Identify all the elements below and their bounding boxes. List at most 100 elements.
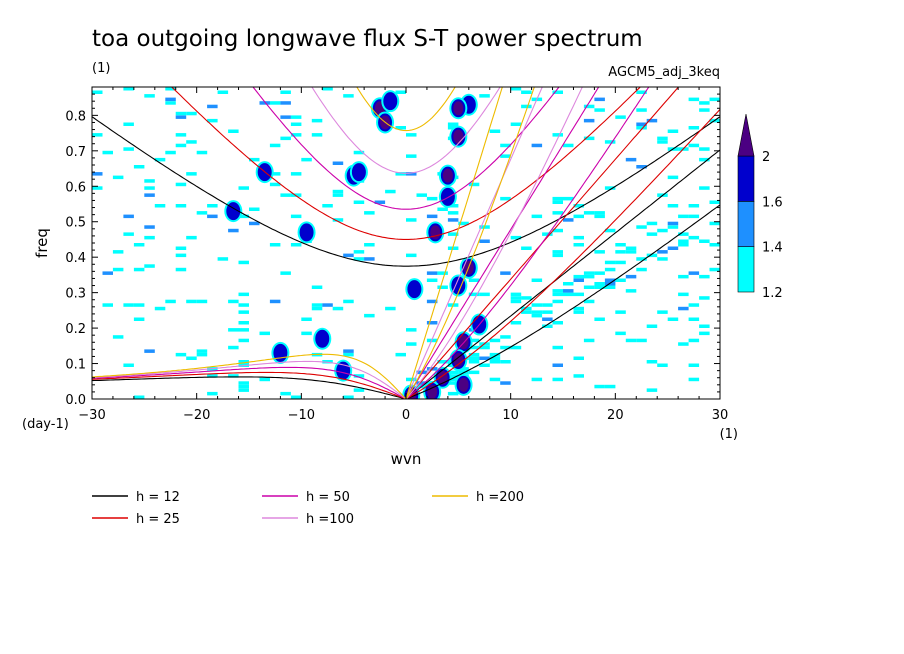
dispersion-curve — [252, 87, 560, 210]
spectrum-cell — [144, 349, 155, 353]
spectrum-cell — [489, 360, 501, 364]
spectrum-cell — [678, 306, 689, 311]
spectrum-cell — [207, 391, 218, 396]
spectrum-cell — [447, 246, 459, 250]
spectrum-cell — [353, 150, 365, 155]
spectrum-cell — [458, 221, 469, 226]
spectrum-cell — [406, 133, 417, 137]
spectrum-cell — [280, 101, 291, 105]
spectrum-cell — [667, 204, 679, 208]
spectrum-cell — [311, 306, 323, 311]
spectrum-cell — [646, 388, 658, 392]
chart-subtitle-left: (1) — [92, 61, 110, 76]
spectrum-cell — [688, 143, 700, 148]
spectrum-cell — [636, 126, 647, 130]
spectrum-cell — [594, 108, 605, 112]
spectrum-cell — [426, 321, 438, 325]
spectrum-cell — [416, 193, 427, 197]
spectrum-cell — [709, 221, 720, 226]
spectrum-cell — [133, 243, 145, 247]
spectrum-cell — [573, 274, 584, 279]
spectrum-cell — [301, 331, 312, 336]
colorbar-label: 2 — [762, 150, 770, 165]
spectrum-cell — [447, 122, 459, 126]
spectrum-cell — [625, 338, 637, 343]
spectrum-cell — [594, 384, 605, 389]
spectrum-cell — [688, 126, 700, 130]
spectrum-cell — [353, 374, 365, 378]
spectrum-cell — [269, 182, 281, 187]
spectrum-cell — [583, 104, 595, 109]
spectrum-cell — [604, 278, 616, 282]
spectrum-cell — [123, 122, 134, 126]
spectrum-cell — [290, 193, 302, 197]
spectrum-cell — [290, 115, 302, 119]
x-tick-label: 10 — [502, 408, 519, 423]
spectrum-cell — [510, 296, 522, 300]
spectrum-cell — [688, 214, 700, 219]
spectrum-cell — [92, 90, 103, 94]
dispersion-curve — [92, 366, 407, 399]
spectrum-cell — [709, 97, 720, 102]
spectrum-cell — [426, 214, 438, 219]
spectrum-cell — [531, 303, 543, 307]
spectrum-cell — [123, 303, 134, 307]
spectrum-cell — [489, 352, 501, 357]
dispersion-curve — [405, 87, 503, 399]
spectrum-cell — [165, 299, 176, 304]
spectrum-cell — [238, 186, 249, 190]
spectrum-cell — [280, 193, 291, 197]
spectrum-cell — [238, 214, 249, 219]
spectrum-cell — [269, 299, 281, 304]
y-tick-label: 0.4 — [65, 251, 86, 266]
dispersion-curve — [171, 87, 641, 240]
spectrum-cell — [678, 274, 689, 279]
spectrum-cell — [154, 204, 166, 208]
spectrum-cell — [699, 108, 710, 112]
spectrum-cell — [615, 278, 626, 282]
y-tick-label: 0.5 — [65, 216, 86, 231]
spectrum-cell — [489, 129, 501, 133]
spectrum-cell — [542, 303, 553, 307]
spectrum-cell — [186, 235, 197, 240]
spectrum-cell — [92, 133, 103, 137]
spectrum-cell — [416, 381, 427, 385]
spectrum-cell — [144, 225, 155, 229]
spectrum-cell — [521, 90, 532, 94]
spectrum-cell — [604, 186, 616, 190]
spectrum-cell — [290, 133, 302, 137]
spectrum-cell — [500, 271, 511, 275]
spectrum-cell — [625, 274, 637, 279]
colorbar-segment — [737, 201, 755, 247]
colorbar-segment — [737, 246, 755, 293]
signal-blob — [228, 204, 239, 219]
spectrum-cell — [280, 115, 291, 119]
spectrum-cell — [301, 157, 312, 162]
spectrum-cell — [133, 267, 145, 272]
signal-blob — [453, 129, 464, 144]
spectrum-cell — [353, 250, 365, 254]
spectrum-cell — [175, 246, 187, 250]
y-tick-label: 0.6 — [65, 180, 86, 195]
spectrum-cell — [228, 328, 239, 332]
spectrum-cell — [196, 352, 208, 357]
spectrum-cell — [636, 257, 647, 261]
contour-fill-layer — [92, 87, 720, 399]
spectrum-cell — [615, 260, 626, 265]
spectrum-cell — [290, 214, 302, 219]
spectrum-cell — [447, 391, 459, 396]
spectrum-cell — [322, 303, 333, 307]
spectrum-cell — [123, 232, 134, 236]
signal-blob — [458, 377, 469, 392]
x-axis-title: wvn — [391, 450, 422, 468]
spectrum-cell — [699, 157, 710, 162]
signal-blob — [427, 384, 438, 399]
spectrum-cell — [406, 154, 417, 158]
spectrum-cell — [521, 246, 532, 250]
spectrum-cell — [563, 218, 574, 222]
spectrum-cell — [364, 313, 375, 318]
spectrum-cell — [395, 172, 406, 176]
spectrum-cell — [604, 384, 616, 389]
spectrum-cell — [552, 253, 563, 258]
